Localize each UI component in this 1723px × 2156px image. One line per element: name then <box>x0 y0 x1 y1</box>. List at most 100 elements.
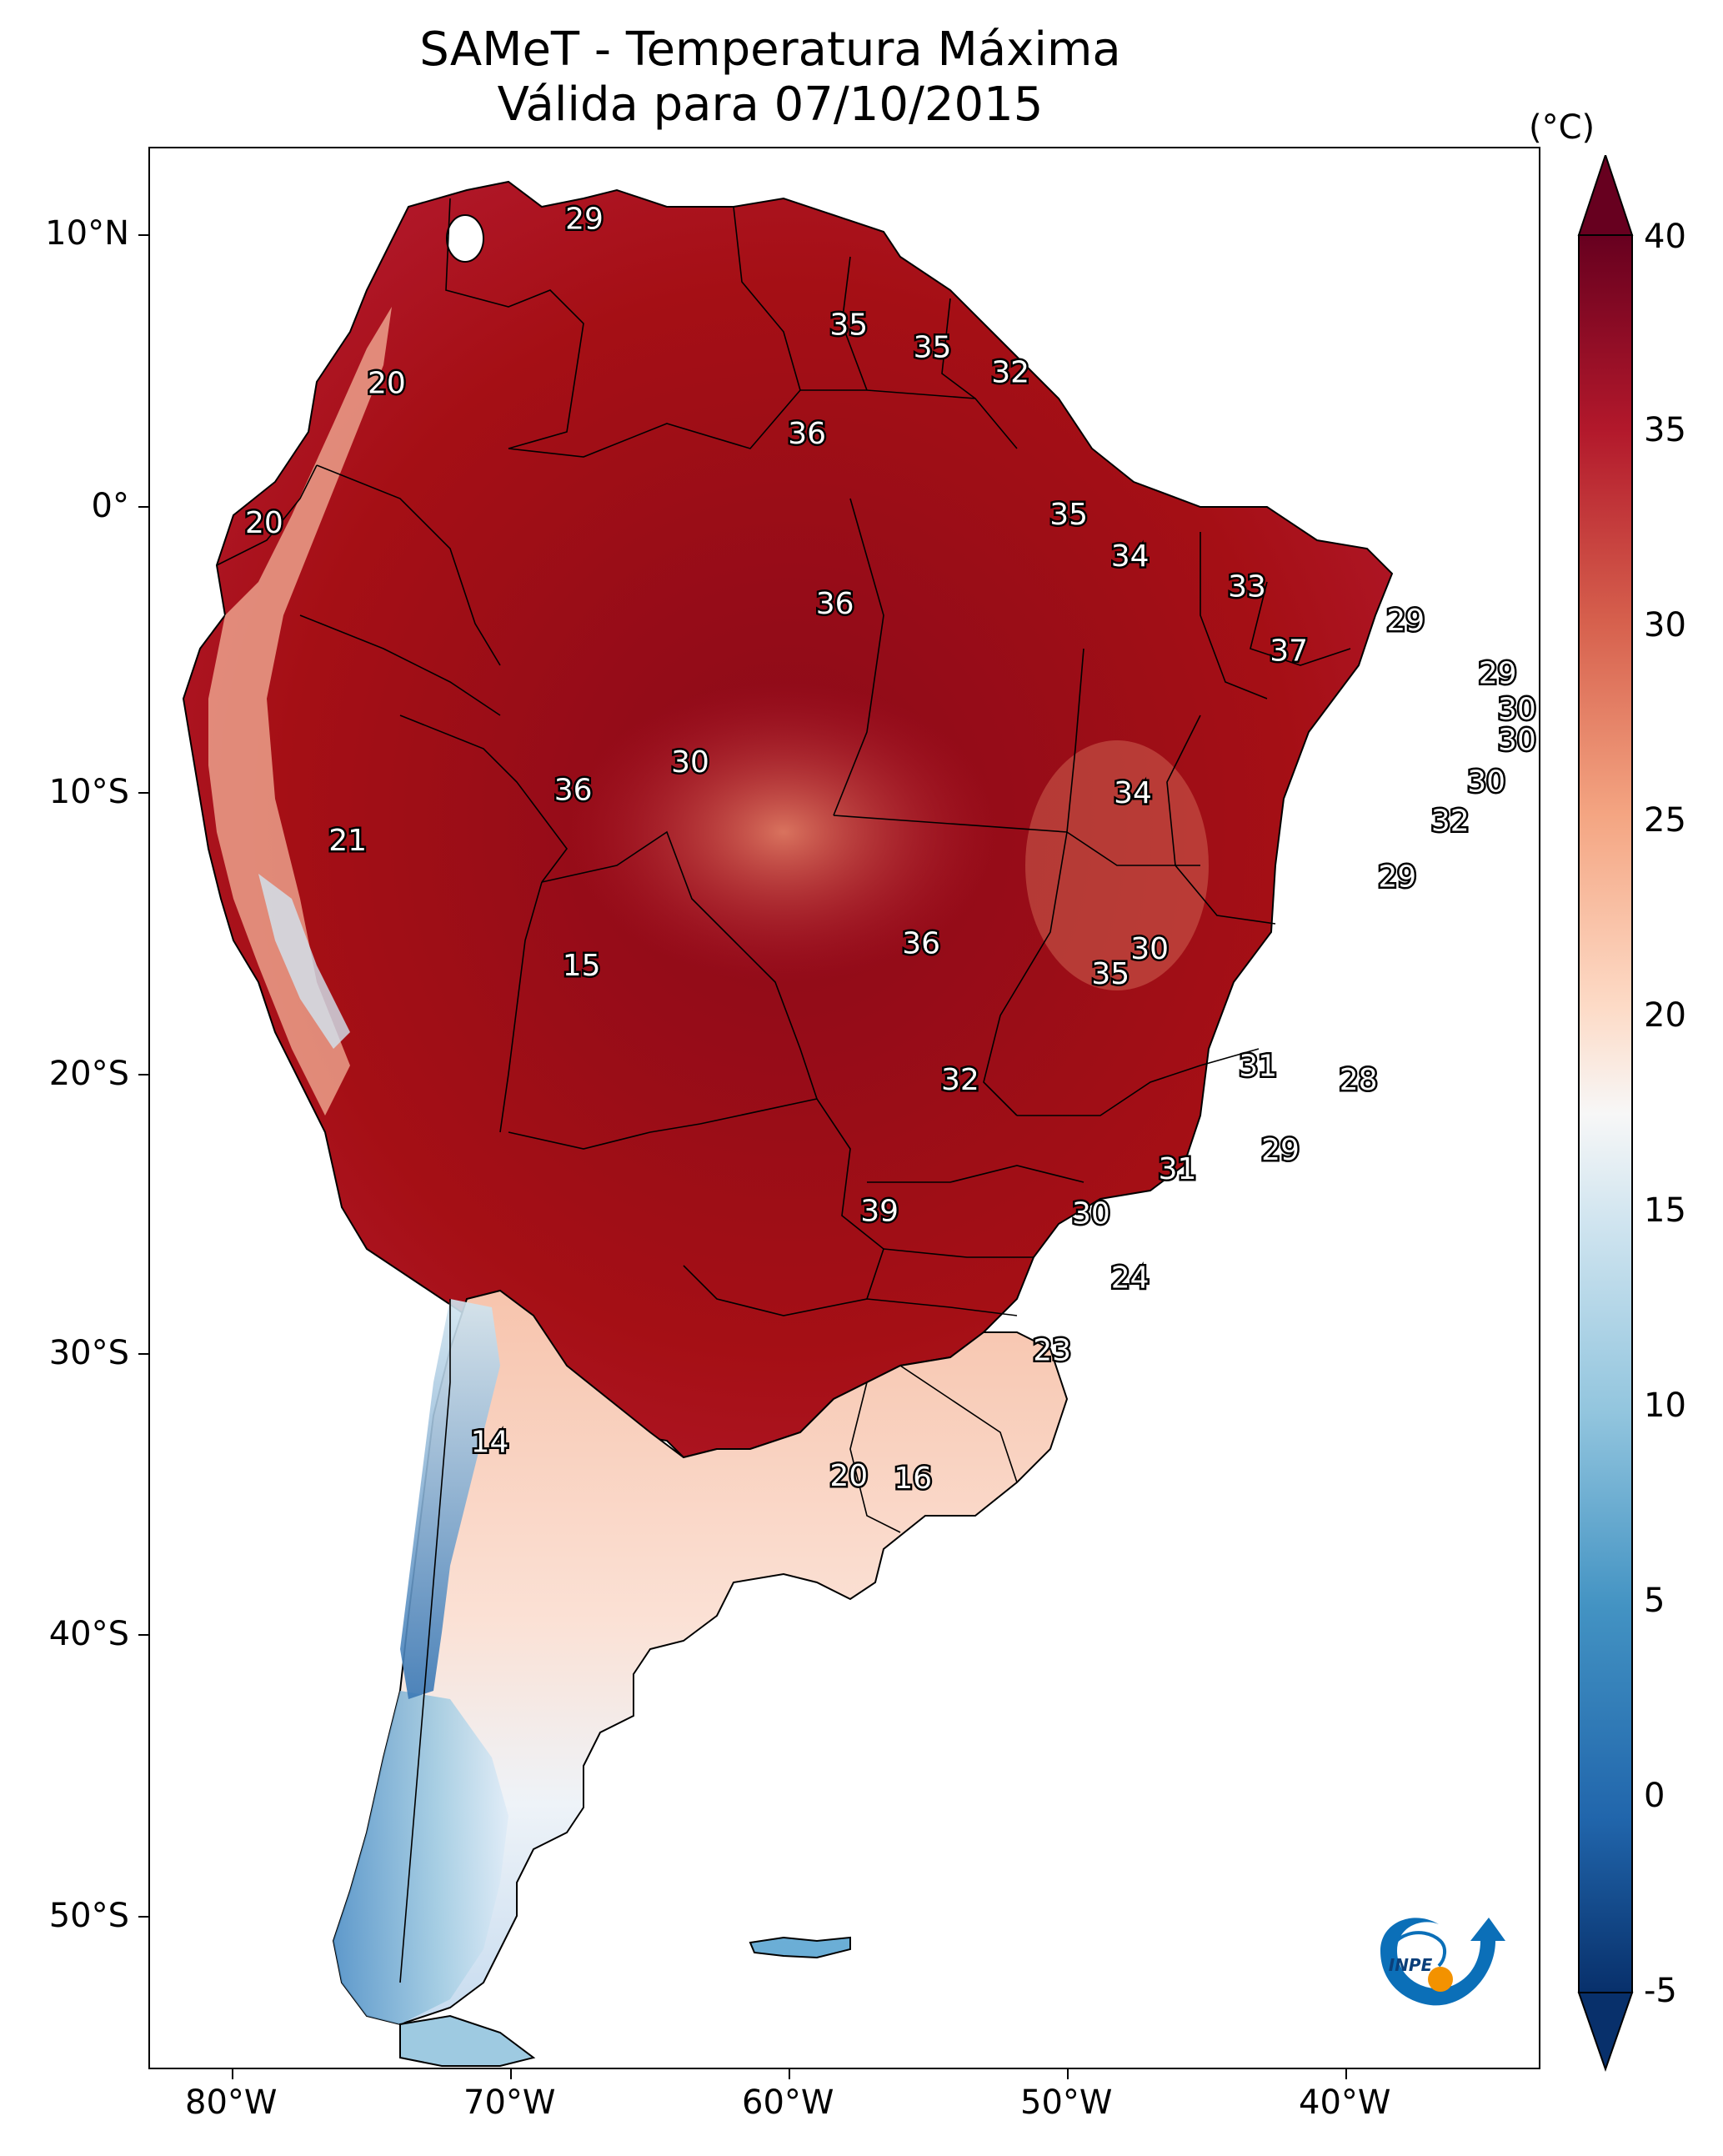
border-argentina-chile <box>399 1299 451 1983</box>
colorbar-unit-label: (°C) <box>1529 108 1595 147</box>
patagonia-cold-region <box>333 1691 508 2024</box>
contour-label: 29 <box>1386 604 1425 638</box>
border-state-amazonas-para <box>833 498 884 816</box>
colorbar-tick-10: 10 <box>1644 1386 1686 1425</box>
lon-tick-40w: 40°W <box>1299 2083 1391 2122</box>
colorbar-tick-20: 20 <box>1644 996 1686 1035</box>
lon-tick-80w: 80°W <box>185 2083 278 2122</box>
lon-tick-mark <box>232 2069 233 2079</box>
contour-label: 32 <box>1431 804 1470 838</box>
border-uruguay-brazil <box>899 1365 1018 1483</box>
border-state-piaui <box>1200 532 1268 699</box>
inpe-logo-swoosh <box>1380 1918 1505 2006</box>
border-state-parana <box>883 1248 1034 1258</box>
border-brazil-north <box>508 389 1018 458</box>
lat-tick-mark <box>138 1074 148 1075</box>
contour-label: 15 <box>563 949 601 983</box>
colorbar-gradient <box>1578 234 1633 1993</box>
border-ecuador-peru <box>216 464 318 566</box>
lat-tick-mark <box>138 506 148 508</box>
peru-cold-patch <box>258 874 350 1049</box>
contour-label: 36 <box>554 774 593 808</box>
central-warm-region <box>567 682 1000 982</box>
lon-tick-60w: 60°W <box>742 2083 834 2122</box>
contour-label: 29 <box>565 203 604 237</box>
contour-label: 21 <box>328 824 367 858</box>
colorbar-tick-neg5: -5 <box>1644 1972 1677 2010</box>
border-brazil-bolivia <box>541 830 818 1100</box>
lake-maracaibo <box>446 214 484 263</box>
contour-label: 30 <box>1072 1197 1110 1231</box>
border-state-minas <box>1017 1048 1260 1116</box>
lat-tick-mark <box>138 1916 148 1918</box>
contour-label: 34 <box>1114 776 1152 810</box>
lat-tick-0: 0° <box>91 487 129 525</box>
contour-label: 34 <box>1111 539 1150 574</box>
contour-label: 35 <box>829 308 868 343</box>
border-bolivia-paraguay <box>508 1123 701 1150</box>
lon-tick-70w: 70°W <box>463 2083 556 2122</box>
colorbar-tick-25: 25 <box>1644 801 1686 840</box>
political-borders <box>216 198 1351 1983</box>
map-panel: 29 35 35 32 20 36 35 20 34 33 36 29 37 29 30 30 30 30 36 34… <box>148 147 1540 2069</box>
contour-label: 36 <box>816 587 854 621</box>
north-andes-cool-strip <box>208 307 392 1116</box>
falkland-islands <box>749 1936 851 1959</box>
contour-label: 23 <box>1033 1333 1071 1367</box>
border-state-sao-paulo <box>867 1165 1084 1183</box>
map-title-line2: Válida para 07/10/2015 <box>497 78 1044 132</box>
lon-tick-mark <box>1345 2069 1347 2079</box>
contour-label: 29 <box>1479 656 1517 690</box>
contour-label: 35 <box>914 330 952 364</box>
contour-label: 32 <box>941 1063 979 1097</box>
lon-tick-mark <box>1067 2069 1069 2079</box>
colorbar-tick-35: 35 <box>1644 411 1686 449</box>
contour-label: 30 <box>1498 693 1536 727</box>
border-peru-bolivia <box>499 881 543 1133</box>
contour-label: 32 <box>991 355 1029 389</box>
contour-label: 30 <box>671 745 709 780</box>
contour-label: 29 <box>1261 1133 1300 1167</box>
contour-label: 20 <box>245 506 283 540</box>
contour-label: 30 <box>1130 932 1169 966</box>
colorbar-tick-40: 40 <box>1644 218 1686 256</box>
tierra-del-fuego <box>399 2014 536 2067</box>
inpe-logo-orbit <box>1387 1931 1446 1968</box>
contour-label: 20 <box>829 1459 868 1493</box>
contour-label: 39 <box>860 1194 899 1228</box>
colorbar-tick-30: 30 <box>1644 606 1686 644</box>
lon-tick-mark <box>789 2069 790 2079</box>
contour-label: 31 <box>1159 1152 1197 1186</box>
map-title-line1: SAMeT - Temperatura Máxima <box>419 23 1121 77</box>
contour-label: 30 <box>1498 724 1536 758</box>
border-state-tocantins <box>1066 648 1200 866</box>
contour-label: 20 <box>368 367 406 401</box>
lat-tick-10s: 10°S <box>48 773 129 811</box>
lat-tick-10n: 10°N <box>45 214 129 253</box>
lat-tick-mark <box>138 1634 148 1636</box>
lat-tick-30s: 30°S <box>48 1334 129 1372</box>
border-suriname-guiana <box>941 298 976 399</box>
border-brazil-peru <box>399 714 568 883</box>
contour-label: 14 <box>471 1426 509 1460</box>
contour-label: 35 <box>1091 957 1129 991</box>
colorbar-tick-5: 5 <box>1644 1582 1665 1620</box>
contour-label: 24 <box>1111 1261 1150 1296</box>
border-state-santa-catarina <box>866 1298 1018 1316</box>
inpe-logo-sun <box>1428 1967 1453 1992</box>
colorbar-top-arrow <box>1577 155 1634 236</box>
contour-label: 16 <box>894 1462 932 1496</box>
colorbar <box>1577 155 1634 2073</box>
contour-label: 33 <box>1228 570 1266 604</box>
lat-tick-mark <box>138 234 148 236</box>
border-state-goias <box>983 831 1068 1116</box>
colorbar-tick-15: 15 <box>1644 1191 1686 1230</box>
lat-tick-mark <box>138 1353 148 1355</box>
contour-label: 35 <box>1049 498 1088 532</box>
contour-label: 31 <box>1239 1050 1277 1084</box>
lat-tick-50s: 50°S <box>48 1897 129 1935</box>
border-colombia-peru <box>316 464 501 666</box>
lon-tick-mark <box>510 2069 512 2079</box>
